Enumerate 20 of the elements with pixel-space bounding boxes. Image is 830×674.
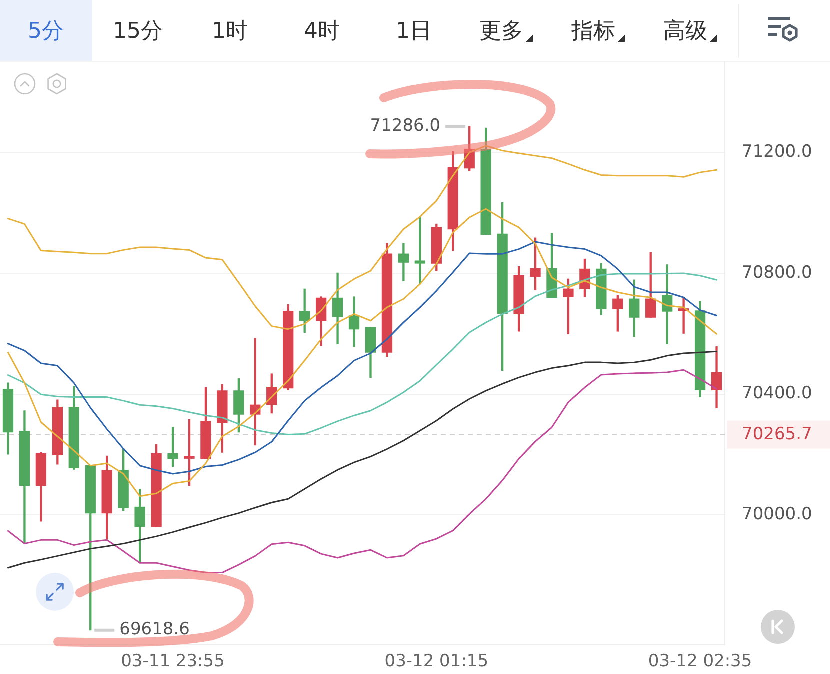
text: 1时 (212, 18, 248, 46)
x-tick-label: 03-12 02:35 (648, 652, 752, 672)
selected-tab: 5分 (0, 0, 92, 61)
text: 高级 (664, 18, 708, 46)
candlestick (414, 217, 426, 285)
y-tick-label: 70800.0 (742, 262, 812, 283)
ref-line-label: 70265.7 (742, 424, 812, 444)
x-tick-label: 03-12 01:15 (384, 652, 489, 672)
text: 4时 (304, 18, 340, 46)
text: 1日 (396, 18, 432, 46)
x-tick-label: 03-11 23:55 (121, 652, 225, 672)
y-tick-label: 71200.0 (742, 142, 812, 162)
y-tick-label: 70400.0 (742, 384, 812, 404)
text: 更多 (480, 18, 524, 46)
y-tick-label: 70000.0 (742, 504, 812, 525)
text: 指标 (572, 18, 616, 46)
annotation: 69618.6 (120, 620, 190, 640)
annotation: 71286.0 (370, 116, 441, 136)
candlestick (398, 243, 410, 282)
text: 15分 (113, 18, 163, 46)
